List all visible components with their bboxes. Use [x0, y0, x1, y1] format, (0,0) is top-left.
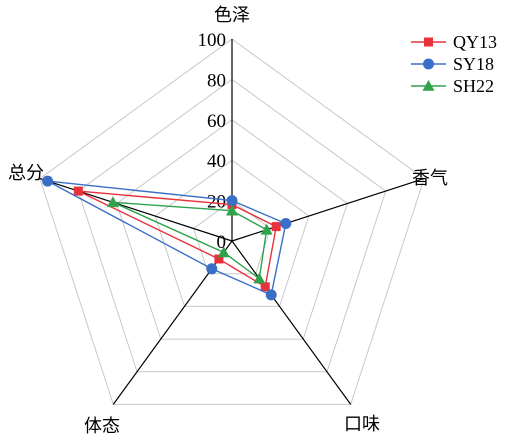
data-point-SY18-5	[42, 175, 54, 187]
legend-marker-QY13	[424, 37, 433, 47]
data-point-QY13-5	[73, 186, 83, 196]
data-point-SY18-1	[226, 195, 238, 207]
series-SY18	[42, 175, 292, 301]
axis-spoke-2	[231, 178, 425, 242]
legend-label-SH22: SH22	[453, 76, 494, 96]
legend-item-QY13: QY13	[411, 32, 497, 52]
series-SH22	[106, 196, 273, 284]
data-point-QY13-4	[214, 254, 224, 264]
axis-spoke-3	[231, 240, 352, 405]
data-point-SH22-4	[217, 246, 230, 258]
axis-label-2: 香气	[412, 168, 448, 189]
grid-ring-60	[116, 119, 348, 340]
legend-label-SY18: SY18	[453, 54, 494, 74]
axis-label-4: 体态	[84, 416, 120, 437]
tick-label-80: 80	[207, 70, 226, 91]
radar-grid	[39, 38, 425, 405]
tick-label-60: 60	[207, 111, 226, 132]
series-line-SH22	[112, 201, 268, 280]
radial-tick-labels: 0 20 40 60 80 100	[198, 30, 227, 253]
tick-label-0: 0	[217, 232, 227, 253]
data-point-QY13-3	[260, 282, 270, 292]
data-point-SY18-4	[206, 263, 218, 275]
tick-label-40: 40	[207, 151, 226, 172]
data-point-SY18-3	[265, 289, 277, 301]
series-QY13	[73, 186, 281, 292]
data-point-SH22-3	[253, 272, 266, 284]
data-point-QY13-2	[271, 222, 281, 232]
data-point-SH22-2	[260, 223, 273, 235]
data-point-SH22-1	[226, 204, 238, 216]
legend-item-SH22: SH22	[411, 76, 494, 96]
data-point-SH22-5	[106, 196, 119, 208]
grid-ring-20	[193, 199, 271, 275]
data-point-SY18-2	[280, 218, 292, 229]
legend-marker-SH22	[422, 80, 435, 91]
grid-ring-100	[39, 38, 425, 405]
axis-label-1: 色泽	[214, 5, 250, 26]
tick-label-100: 100	[198, 30, 227, 51]
legend-label-QY13: QY13	[453, 32, 497, 52]
axis-label-3: 口味	[344, 414, 380, 435]
legend-item-SY18: SY18	[411, 54, 494, 74]
axis-spoke-5	[39, 178, 233, 242]
data-series	[42, 175, 292, 301]
tick-label-20: 20	[207, 192, 226, 213]
legend-marker-SY18	[423, 58, 434, 70]
grid-ring-80	[77, 78, 387, 373]
series-line-QY13	[77, 190, 277, 288]
axis-label-5: 总分	[8, 163, 44, 184]
radar-axes	[39, 39, 425, 405]
series-line-SY18	[47, 180, 287, 296]
